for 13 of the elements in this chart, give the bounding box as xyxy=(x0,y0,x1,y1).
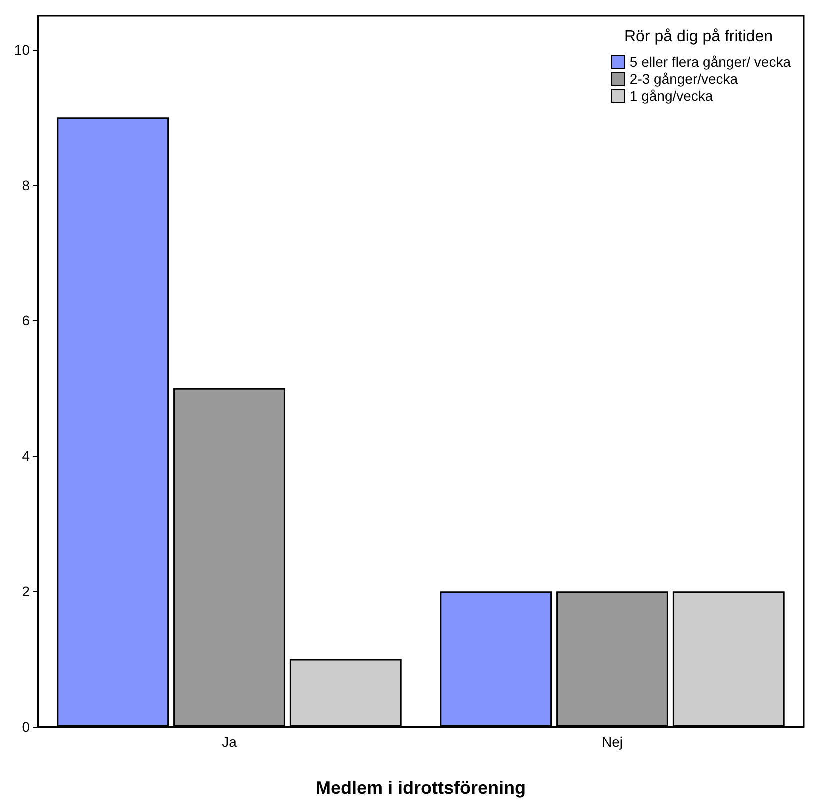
legend-title: Rör på dig på fritiden xyxy=(624,28,773,46)
y-tick-label: 4 xyxy=(22,448,30,464)
x-axis-title: Medlem i idrottsförening xyxy=(316,778,526,798)
y-tick-label: 0 xyxy=(22,719,30,735)
legend-label: 2-3 gånger/vecka xyxy=(630,71,738,87)
y-tick-label: 8 xyxy=(22,177,30,194)
legend-label: 5 eller flera gånger/ vecka xyxy=(630,54,792,70)
x-tick-label: Ja xyxy=(222,734,238,750)
y-tick-label: 6 xyxy=(22,312,30,329)
y-tick-label: 10 xyxy=(14,42,30,58)
x-tick-label: Nej xyxy=(602,734,624,750)
legend-label: 1 gång/vecka xyxy=(630,88,714,104)
y-tick-label: 2 xyxy=(22,584,30,600)
